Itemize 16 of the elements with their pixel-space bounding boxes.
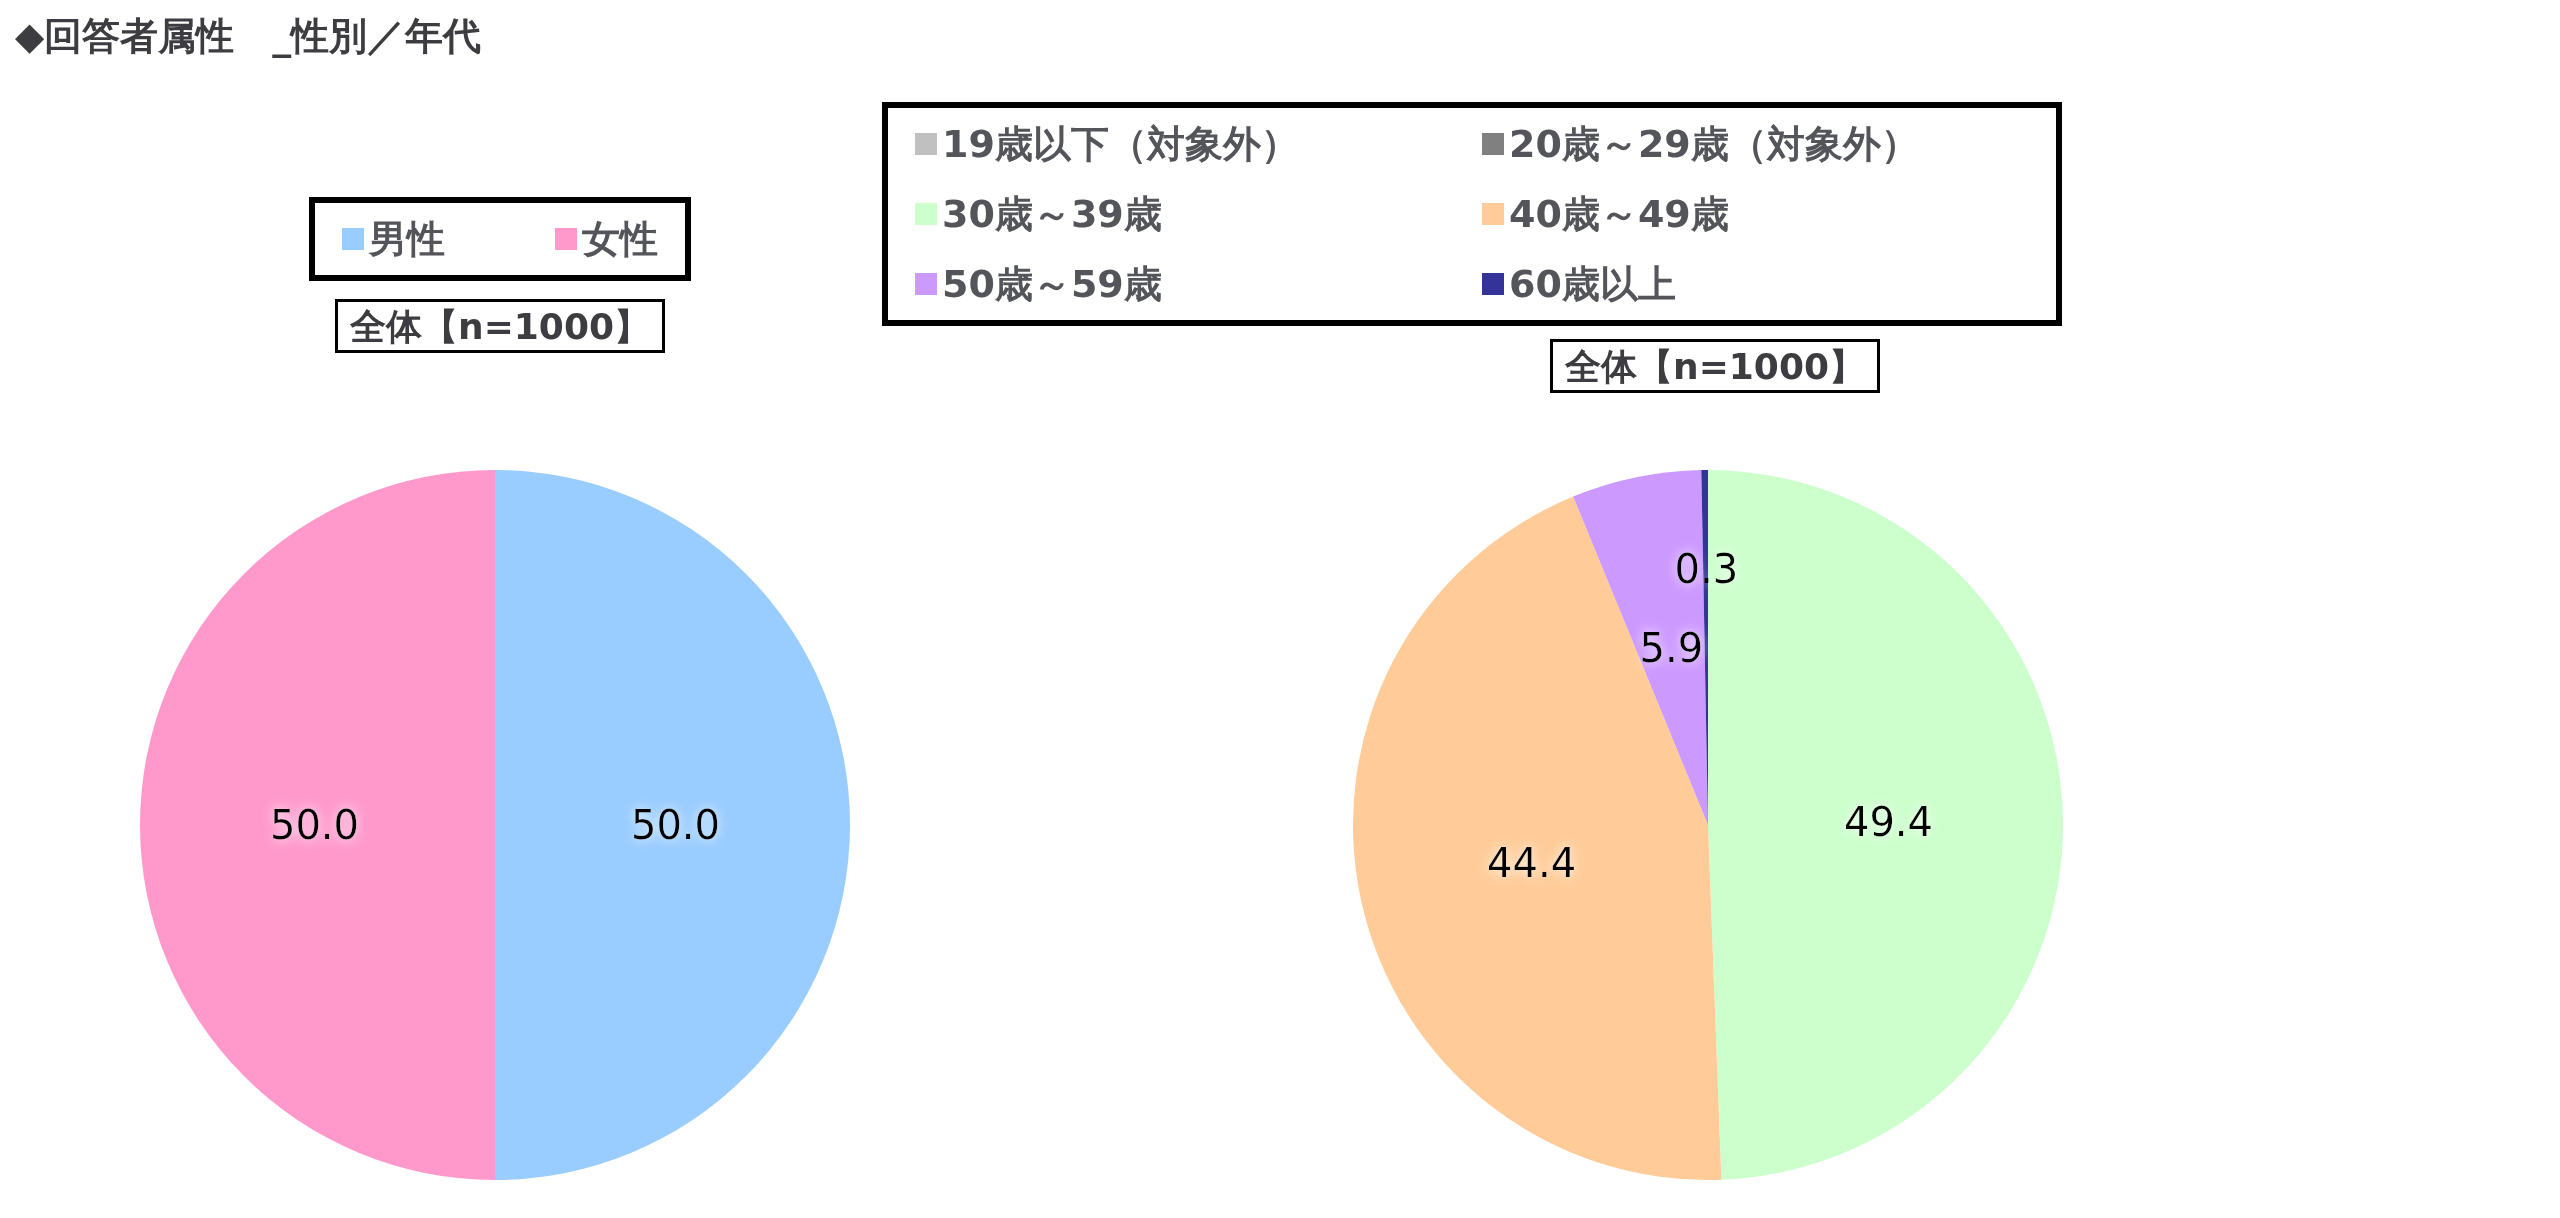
- data-label: 5.9: [1639, 625, 1704, 672]
- legend-label: 20歳～29歳（対象外）: [1509, 122, 1919, 166]
- legend-label: 男性: [368, 217, 445, 261]
- legend-label: 女性: [582, 217, 658, 261]
- data-label: 49.4: [1843, 798, 1933, 845]
- chart-title: ◆回答者属性 _性別／年代: [15, 14, 482, 58]
- data-label: 50.0: [630, 802, 721, 848]
- legend-label: 30歳～39歳: [942, 192, 1162, 236]
- legend-label: 60歳以上: [1509, 262, 1676, 306]
- text: 全体【n=1000】: [349, 305, 650, 347]
- legend-label: 50歳～59歳: [942, 262, 1162, 306]
- legend-label: 40歳～49歳: [1509, 192, 1729, 236]
- text: 全体【n=1000】: [1564, 345, 1865, 387]
- data-label: 50.0: [269, 802, 360, 848]
- data-label: 44.4: [1487, 840, 1577, 887]
- legend-label: 19歳以下（対象外）: [942, 122, 1299, 166]
